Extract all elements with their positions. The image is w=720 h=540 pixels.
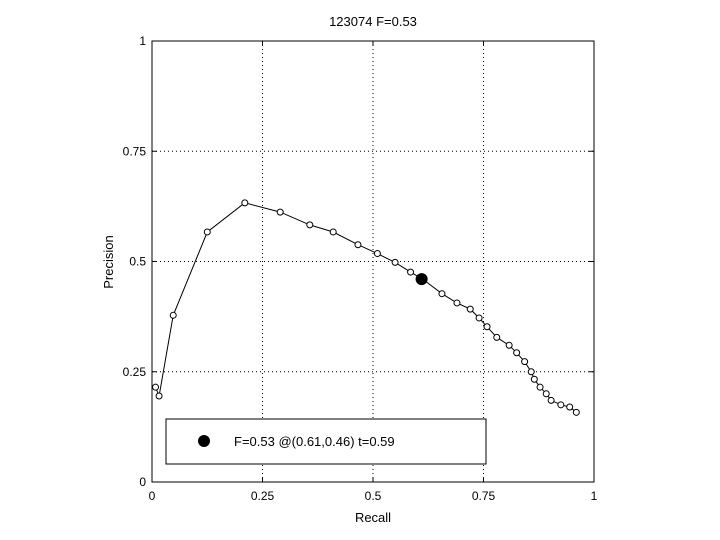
data-point bbox=[391, 258, 399, 266]
legend-box bbox=[165, 418, 487, 465]
optimal-point-marker bbox=[415, 273, 428, 286]
data-point bbox=[557, 401, 565, 409]
x-tick-label: 0.75 bbox=[472, 489, 496, 503]
x-tick-label: 0 bbox=[149, 489, 156, 503]
data-point bbox=[438, 290, 446, 298]
x-tick-label: 1 bbox=[591, 489, 598, 503]
data-point bbox=[566, 403, 574, 411]
data-point bbox=[513, 349, 521, 357]
data-point bbox=[169, 311, 177, 319]
chart-title: 123074 F=0.53 bbox=[329, 14, 417, 29]
data-point bbox=[466, 305, 474, 313]
legend-marker bbox=[198, 435, 210, 447]
data-point bbox=[530, 375, 538, 383]
data-point bbox=[354, 241, 362, 249]
data-point bbox=[407, 268, 415, 276]
data-point bbox=[373, 250, 381, 258]
data-point bbox=[483, 323, 491, 331]
data-point bbox=[493, 333, 501, 341]
x-tick-label: 0.25 bbox=[251, 489, 275, 503]
grid-lines bbox=[152, 41, 594, 482]
data-point bbox=[203, 228, 211, 236]
data-point bbox=[329, 228, 337, 236]
data-point bbox=[155, 392, 163, 400]
data-point bbox=[475, 314, 483, 322]
data-point bbox=[536, 383, 544, 391]
y-tick-label: 0.75 bbox=[123, 144, 147, 158]
data-point bbox=[505, 341, 513, 349]
data-point bbox=[572, 408, 580, 416]
data-point bbox=[542, 390, 550, 398]
legend: F=0.53 @(0.61,0.46) t=0.59 bbox=[165, 418, 487, 465]
data-point bbox=[152, 383, 160, 391]
data-point bbox=[241, 199, 249, 207]
axis-ticks: 0 0.25 0.5 0.75 1 0 0.25 0.5 0.75 1 bbox=[123, 34, 598, 503]
legend-text: F=0.53 @(0.61,0.46) t=0.59 bbox=[234, 434, 395, 449]
data-point bbox=[306, 221, 314, 229]
data-point bbox=[547, 396, 555, 404]
x-axis-label: Recall bbox=[355, 510, 391, 525]
series-group bbox=[152, 199, 580, 416]
data-point bbox=[521, 358, 529, 366]
data-point bbox=[453, 299, 461, 307]
y-tick-label: 0.5 bbox=[129, 255, 146, 269]
data-point bbox=[527, 368, 535, 376]
y-tick-label: 1 bbox=[139, 34, 146, 48]
y-tick-label: 0 bbox=[139, 475, 146, 489]
y-tick-label: 0.25 bbox=[123, 365, 147, 379]
y-axis-label: Precision bbox=[101, 235, 116, 288]
x-tick-label: 0.5 bbox=[365, 489, 382, 503]
data-point bbox=[276, 208, 284, 216]
